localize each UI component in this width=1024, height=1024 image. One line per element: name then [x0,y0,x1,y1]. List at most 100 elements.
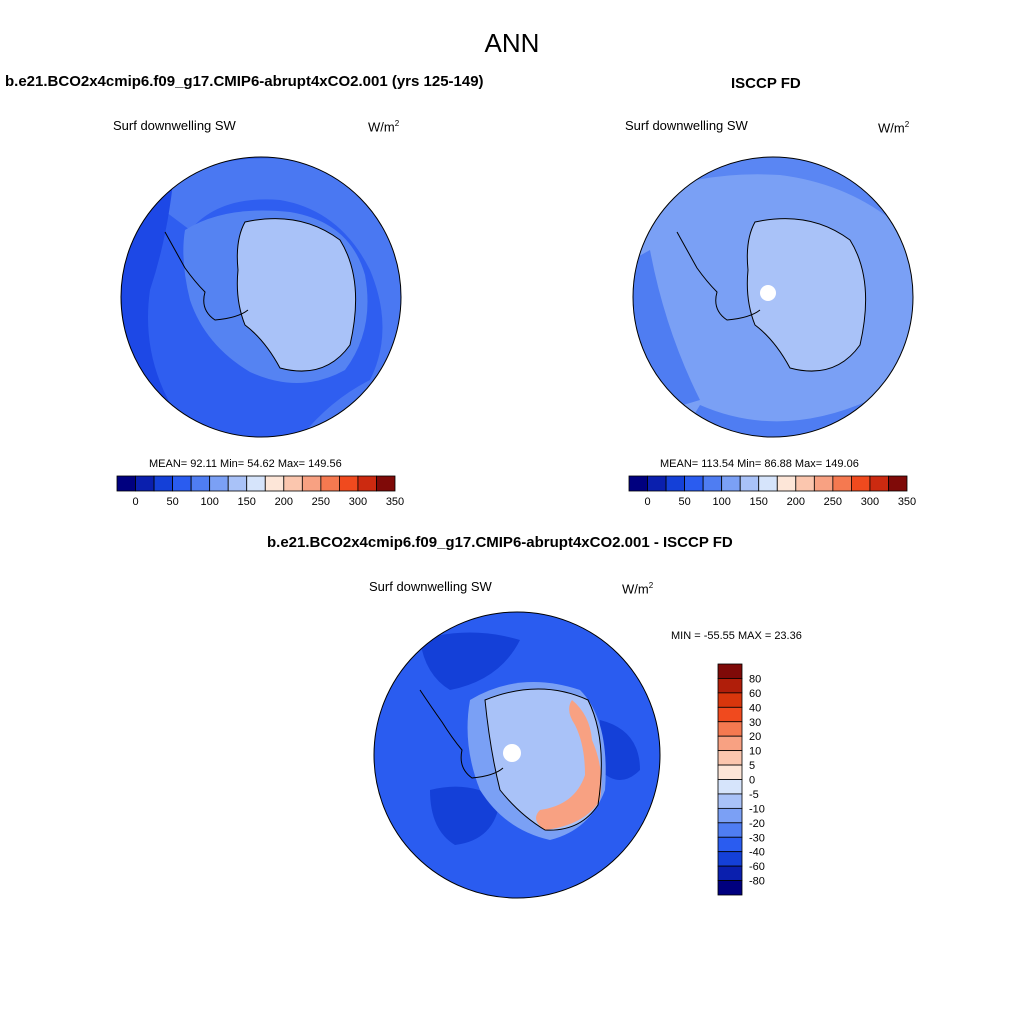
colorbar-box [776,475,797,492]
colorbar-tick-label: 5 [749,760,755,772]
colorbar-tick-label: 30 [749,717,761,729]
colorbar-tick-label: 150 [238,496,256,508]
colorbar-box [717,822,743,838]
colorbar-box [717,880,743,896]
colorbar-tick-label: 100 [200,496,218,508]
colorbar-box [684,475,704,492]
colorbar-box [717,735,743,752]
panel2-map [633,157,913,437]
panel1-map [121,157,401,437]
figure-title: ANN [484,28,540,58]
colorbar-box [283,475,303,492]
colorbar-tick-label: 100 [712,496,730,508]
colorbar-box [851,475,871,492]
colorbar-box [116,475,136,492]
colorbar-tick-label: -80 [749,876,765,888]
panel1-colorbar-ticks: 0 50 100 150 200 250 300 350 [132,496,404,508]
colorbar-tick-label: -10 [749,803,765,815]
colorbar-box [739,475,760,492]
colorbar-box [717,764,743,780]
panel2-variable: Surf downwelling SW [625,118,748,133]
colorbar-box [301,475,322,492]
colorbar-box [888,475,908,492]
colorbar-box [717,793,743,809]
colorbar-box [717,865,743,881]
panel1-colorbar [116,475,396,492]
colorbar-tick-label: 80 [749,673,761,685]
colorbar-tick-label: 150 [750,496,768,508]
colorbar-box [246,475,266,492]
colorbar-tick-label: 50 [678,496,690,508]
panel2-units: W/m2 [878,120,910,136]
colorbar-box [717,851,743,867]
colorbar-tick-label: 0 [749,775,755,787]
colorbar-tick-label: 200 [275,496,293,508]
panel2-colorbar-ticks: 0 50 100 150 200 250 300 350 [644,496,916,508]
colorbar-tick-label: 0 [644,496,650,508]
colorbar-box [227,475,248,492]
colorbar-box [172,475,192,492]
colorbar-box [665,475,685,492]
panel1-case-title: b.e21.BCO2x4cmip6.f09_g17.CMIP6-abrupt4x… [5,73,484,90]
colorbar-box [717,663,743,679]
colorbar-box [357,475,377,492]
colorbar-box [717,779,743,795]
colorbar-tick-label: 300 [349,496,367,508]
panel1-variable: Surf downwelling SW [113,118,236,133]
colorbar-tick-label: 60 [749,688,761,700]
colorbar-box [758,475,778,492]
colorbar-box [628,475,648,492]
panel3-case-title: b.e21.BCO2x4cmip6.f09_g17.CMIP6-abrupt4x… [267,534,733,551]
colorbar-box [717,721,743,737]
colorbar-box [832,475,852,492]
colorbar-box [702,475,723,492]
panel3-map-border [373,611,661,899]
colorbar-box [647,475,667,492]
panel3-colorbar [717,663,743,896]
panel1-map-border [120,156,402,438]
panel1-stats: MEAN= 92.11 Min= 54.62 Max= 149.56 [149,458,342,470]
colorbar-tick-label: 350 [386,496,404,508]
colorbar-tick-label: -5 [749,789,759,801]
panel3-stats: MIN = -55.55 MAX = 23.36 [671,630,802,642]
panel2-case-title: ISCCP FD [731,75,801,92]
panel2-map-border [632,156,914,438]
colorbar-tick-label: 10 [749,746,761,758]
colorbar-box [717,836,743,853]
colorbar-tick-label: 20 [749,731,761,743]
colorbar-tick-label: 250 [824,496,842,508]
colorbar-tick-label: -30 [749,832,765,844]
colorbar-tick-label: 350 [898,496,916,508]
colorbar-box [264,475,285,492]
colorbar-tick-label: 300 [861,496,879,508]
colorbar-tick-label: 50 [166,496,178,508]
panel3-variable: Surf downwelling SW [369,579,492,594]
colorbar-box [717,678,743,694]
colorbar-tick-label: -60 [749,861,765,873]
colorbar-box [153,475,173,492]
panel3-colorbar-ticks: 80 60 40 30 20 10 5 0 -5 -10 -20 -30 -40 -60 -80 [749,673,765,887]
colorbar-box [338,475,359,492]
colorbar-tick-label: 0 [132,496,138,508]
colorbar-tick-label: 250 [312,496,330,508]
colorbar-box [717,807,743,824]
colorbar-box [721,475,741,492]
colorbar-box [717,692,743,708]
panel2-stats: MEAN= 113.54 Min= 86.88 Max= 149.06 [660,458,859,470]
colorbar-box [135,475,155,492]
panel3-units: W/m2 [622,581,654,597]
colorbar-box [376,475,396,492]
colorbar-tick-label: 40 [749,702,761,714]
panel2-colorbar [628,475,908,492]
panel3-map [374,612,660,898]
colorbar-tick-label: 200 [787,496,805,508]
colorbar-box [717,750,743,766]
panel1-units: W/m2 [368,119,400,135]
colorbar-box [795,475,815,492]
colorbar-box [320,475,340,492]
colorbar-box [717,706,743,723]
colorbar-box [869,475,889,492]
colorbar-box [209,475,229,492]
colorbar-box [190,475,211,492]
colorbar-box [813,475,834,492]
